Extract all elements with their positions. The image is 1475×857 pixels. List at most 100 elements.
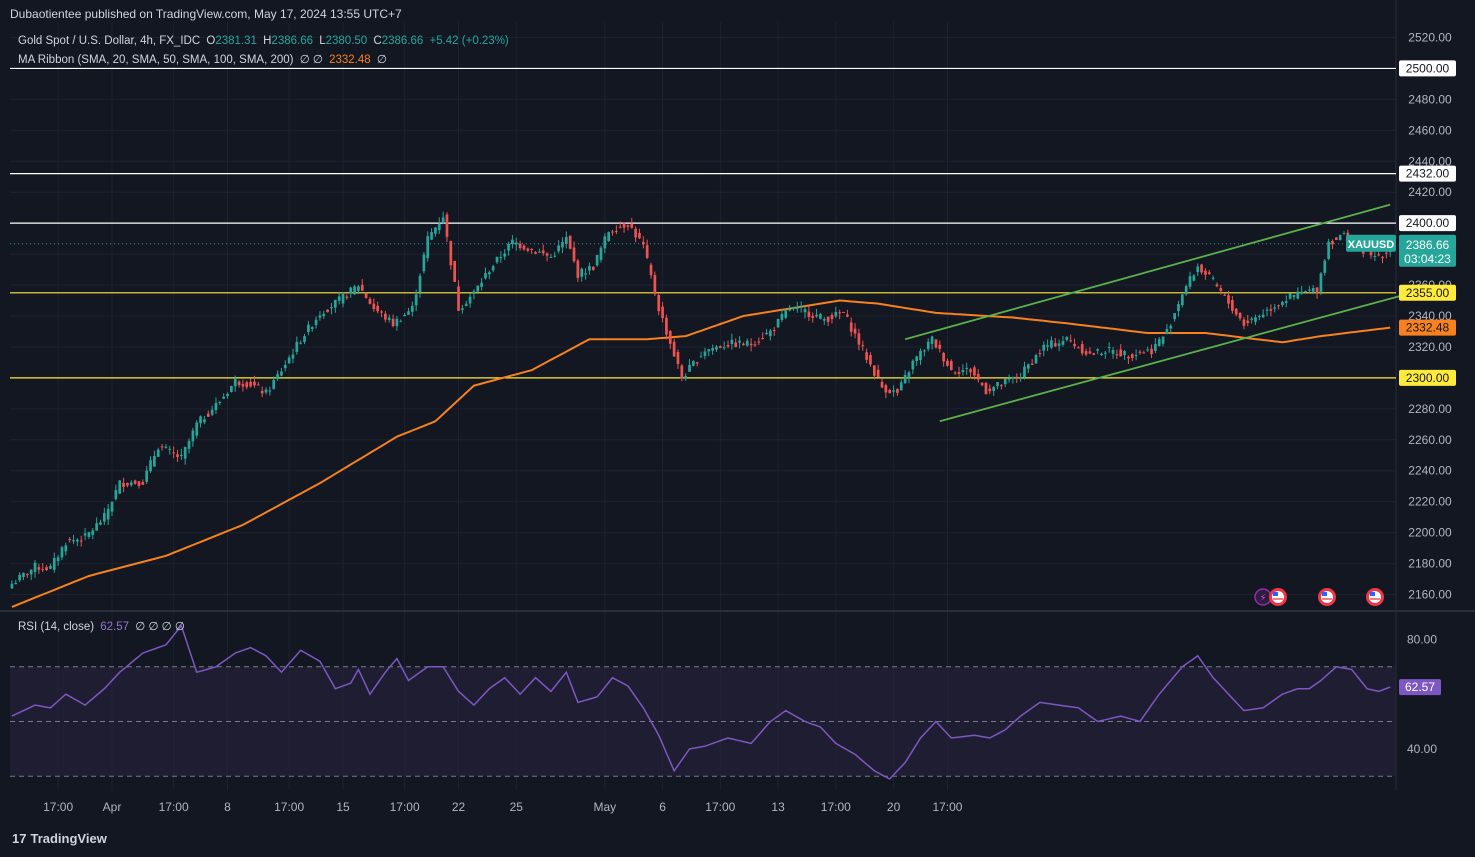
level-tag-2500.00-text: 2500.00 [1406,61,1450,75]
candle-body [953,372,957,374]
candle-body [1119,349,1123,357]
ma-null-values: ∅ ∅ [299,54,323,66]
economic-events[interactable]: ⚡ [1254,588,1384,606]
candle-body [418,275,422,293]
candle-body [1030,363,1034,365]
price-tick-label: 2520.00 [1408,30,1452,44]
candle-body [395,318,399,327]
channel-lower-line [939,287,1429,423]
candle-body [426,236,430,259]
candle-body [360,284,364,291]
candle-body [1304,291,1307,293]
candle-body [1061,341,1065,345]
candle-body [437,223,441,231]
us-flag-canton-icon [1273,592,1278,596]
candle-body [718,346,722,348]
candle-body [553,255,557,257]
candle-body [472,291,476,294]
candle-body [1377,254,1381,256]
level-tag-2432.00-bg [1399,165,1456,182]
candle-body [330,307,333,309]
candle-body [1265,309,1269,311]
candle-body [468,296,472,304]
time-tick-label: 8 [224,800,231,814]
candle-body [695,362,699,364]
candle-body [1257,316,1261,318]
candle-body [1007,378,1011,380]
candle-body [264,389,268,393]
candle-body [545,253,549,256]
time-tick-label: 22 [452,800,466,814]
price-axis[interactable]: 2160.00 2180.00 2200.00 2220.00 2240.00 2260.… [1407,30,1452,755]
candle-body [464,303,468,306]
candle-body [349,287,353,294]
candle-body [522,245,526,250]
candle-body [514,242,518,245]
candle-body [1334,237,1338,240]
symbol-legend: Gold Spot / U.S. Dollar, 4h, FX_IDC O238… [18,35,512,47]
candle-body [765,332,768,335]
candle-body [1269,309,1273,311]
candle-body [210,409,214,415]
level-tag-2500.00-bg [1399,60,1456,77]
candle-body [1223,294,1227,296]
candle-body [1154,343,1157,351]
close-value: 2386.66 [381,35,424,47]
candle-body [172,452,175,454]
level-tag-2300.00-text: 2300.00 [1406,371,1450,385]
candle-body [776,319,780,328]
candle-body [1188,276,1192,287]
candle-body [757,341,761,343]
candle-body [511,239,514,245]
candle-body [1077,347,1080,349]
candle-body [503,253,507,257]
candle-body [730,339,734,344]
candle-body [676,352,680,364]
candle-body [857,333,861,345]
candle-body [1288,293,1292,299]
candle-body [1296,291,1300,299]
candle-body [672,341,676,357]
candle-body [457,286,460,311]
candle-body [568,235,572,249]
symbol-tag-text: XAUUSD [1348,239,1395,251]
candle-body [830,314,834,320]
candle-body [965,367,969,369]
candle-body [561,241,564,248]
candle-body [1192,275,1196,281]
candle-body [1169,325,1173,329]
candle-body [187,440,191,449]
candle-body [10,583,14,589]
candle-body [907,372,911,378]
candle-body [853,328,857,334]
candle-body [280,371,283,376]
candle-body [414,294,418,306]
candle-body [1281,301,1284,306]
candle-body [245,382,249,388]
ma-price-tag-bg [1399,319,1456,336]
candle-body [738,340,741,343]
candle-body [772,330,776,332]
candle-body [83,533,87,536]
time-tick-label: Apr [103,800,122,814]
candle-body [638,232,641,239]
price-tick-label: 2480.00 [1408,92,1452,106]
candle-body [911,360,915,370]
candle-body [91,530,95,536]
candle-body [1127,356,1130,359]
time-axis[interactable]: 17:00 Apr 17:00 8 17:00 15 17:00 22 25 May 6 17:00 1… [43,800,963,814]
candle-body [1331,240,1334,245]
price-tags: 2500.00 2432.00 2400.00 2355.00 2300.00 2332.… [1346,60,1456,696]
candle-body [310,327,314,329]
horizontal-levels [10,67,1396,379]
candle-body [1157,339,1161,346]
candle-body [410,305,414,312]
candle-body [1338,235,1342,241]
candle-body [1015,376,1019,378]
candle-body [1215,284,1219,287]
candle-body [106,508,110,520]
time-tick-label: 17:00 [821,800,851,814]
candle-body [241,384,245,387]
candle-body [253,381,256,386]
